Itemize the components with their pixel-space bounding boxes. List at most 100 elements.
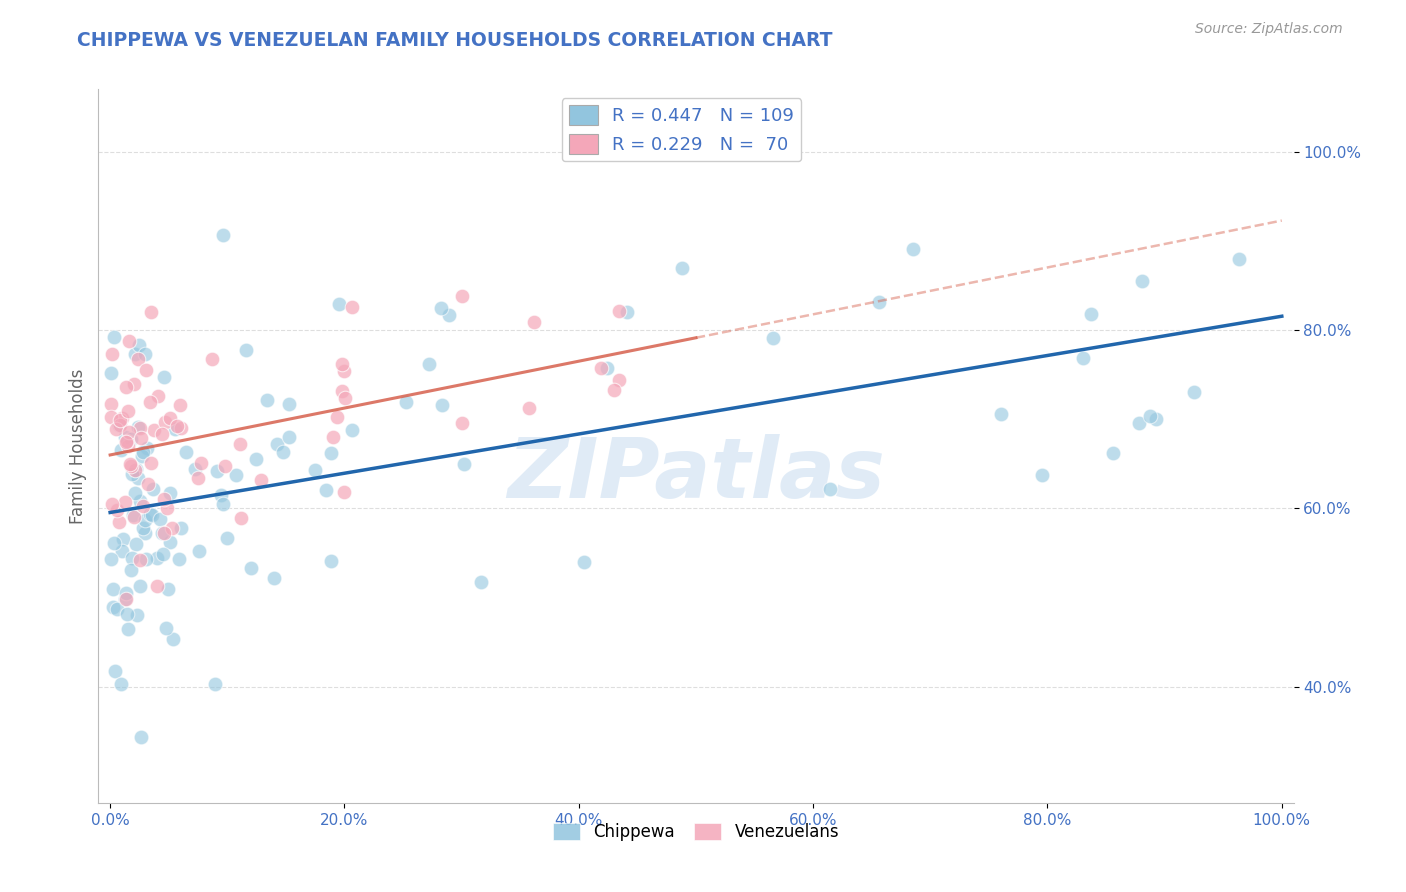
Point [122, 376, 145, 391]
Point [271, 445, 294, 459]
Point [762, 331, 785, 345]
Point [105, 502, 128, 516]
Point [111, 544, 134, 558]
Point [129, 730, 152, 744]
Point [146, 551, 169, 566]
Point [115, 434, 138, 449]
Point [209, 488, 232, 502]
Point [453, 457, 475, 471]
Point [110, 677, 132, 691]
Point [153, 415, 176, 429]
Point [1080, 308, 1102, 322]
Text: ZIPatlas: ZIPatlas [508, 434, 884, 515]
Point [142, 483, 165, 497]
Point [101, 599, 124, 614]
Point [125, 462, 148, 476]
Point [1130, 274, 1153, 288]
Point [1139, 409, 1161, 423]
Point [115, 434, 138, 448]
Point [328, 296, 350, 310]
Text: CHIPPEWA VS VENEZUELAN FAMILY HOUSEHOLDS CORRELATION CHART: CHIPPEWA VS VENEZUELAN FAMILY HOUSEHOLDS… [77, 31, 832, 50]
Point [101, 498, 124, 512]
Point [103, 330, 125, 344]
Point [589, 360, 612, 375]
Point [160, 520, 183, 534]
Point [125, 537, 148, 551]
Point [1128, 416, 1150, 430]
Point [156, 500, 179, 515]
Point [319, 446, 342, 460]
Point [155, 621, 177, 635]
Point [869, 295, 891, 310]
Point [124, 346, 146, 360]
Point [596, 361, 619, 376]
Point [159, 535, 181, 549]
Point [231, 511, 253, 525]
Point [205, 464, 228, 478]
Point [450, 416, 472, 430]
Point [127, 352, 149, 367]
Point [117, 403, 139, 417]
Point [131, 444, 153, 458]
Point [131, 500, 153, 514]
Point [111, 532, 134, 546]
Point [211, 228, 233, 243]
Point [120, 458, 142, 473]
Point [129, 553, 152, 567]
Point [250, 473, 273, 487]
Legend: Chippewa, Venezuelans: Chippewa, Venezuelans [546, 816, 846, 848]
Point [342, 423, 364, 437]
Point [326, 409, 349, 424]
Point [149, 512, 172, 526]
Point [333, 391, 356, 405]
Point [167, 552, 190, 566]
Point [100, 396, 122, 410]
Point [124, 463, 146, 477]
Point [153, 525, 176, 540]
Point [1184, 385, 1206, 400]
Point [117, 622, 139, 636]
Point [104, 664, 127, 678]
Point [430, 301, 453, 315]
Point [607, 303, 630, 318]
Point [117, 439, 139, 453]
Point [903, 242, 925, 256]
Point [115, 592, 138, 607]
Point [118, 457, 141, 471]
Point [322, 430, 344, 444]
Point [129, 579, 152, 593]
Point [105, 602, 128, 616]
Point [321, 553, 343, 567]
Point [523, 315, 546, 329]
Point [451, 289, 474, 303]
Point [418, 358, 440, 372]
Point [235, 343, 257, 358]
Point [117, 607, 139, 621]
Point [1144, 412, 1167, 426]
Point [671, 260, 693, 275]
Point [115, 380, 138, 394]
Point [136, 477, 159, 491]
Point [150, 525, 173, 540]
Point [607, 373, 630, 387]
Point [118, 425, 141, 439]
Point [157, 582, 180, 596]
Point [200, 352, 222, 367]
Point [170, 521, 193, 535]
Point [342, 300, 364, 314]
Point [135, 552, 157, 566]
Point [117, 334, 139, 348]
Point [245, 452, 267, 467]
Point [127, 419, 149, 434]
Point [1031, 467, 1053, 482]
Point [572, 555, 595, 569]
Point [256, 393, 278, 408]
Point [134, 525, 156, 540]
Point [121, 432, 143, 446]
Point [153, 491, 176, 506]
Point [142, 423, 165, 437]
Point [818, 483, 841, 497]
Y-axis label: Family Households: Family Households [69, 368, 87, 524]
Point [229, 437, 252, 451]
Point [114, 592, 136, 607]
